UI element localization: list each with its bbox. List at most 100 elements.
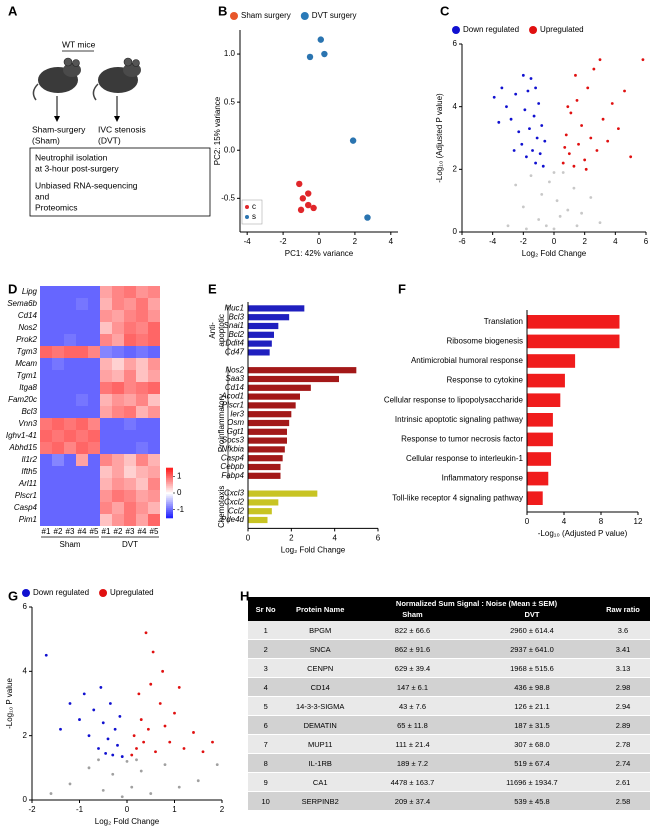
bar-label: Translation	[484, 317, 523, 326]
data-point	[580, 124, 583, 127]
y-axis-label: -Log₁₀ P value	[5, 678, 14, 729]
heat-cell	[124, 442, 136, 454]
colorbar-step	[166, 503, 173, 507]
colorbar-step	[166, 515, 173, 519]
heat-cell	[88, 442, 100, 454]
heat-cell	[64, 298, 76, 310]
heat-cell	[40, 514, 52, 526]
data-point	[101, 788, 105, 792]
mouse-tail	[92, 83, 99, 101]
legend-marker	[245, 215, 249, 219]
heat-cell	[124, 430, 136, 442]
data-point	[572, 164, 576, 168]
heat-cell	[148, 430, 160, 442]
data-point	[517, 130, 521, 134]
heat-cell	[76, 370, 88, 382]
heat-cell	[76, 298, 88, 310]
data-point	[555, 199, 559, 203]
heat-cell	[76, 310, 88, 322]
y-tick-label: 1.0	[224, 49, 236, 58]
colorbar-step	[166, 473, 173, 477]
bar	[248, 322, 279, 330]
data-point	[512, 149, 516, 152]
heat-cell	[52, 514, 64, 526]
data-point	[144, 631, 148, 635]
heat-cell	[112, 466, 124, 478]
data-point	[538, 152, 542, 156]
data-point	[540, 193, 544, 196]
heat-cell	[112, 406, 124, 418]
heat-cell	[136, 286, 148, 298]
x-tick-label: 2	[220, 805, 225, 814]
table-cell: 1	[248, 621, 284, 640]
colorbar-step	[166, 499, 173, 503]
y-tick-label: 0	[23, 795, 28, 804]
data-point	[59, 727, 62, 731]
data-point	[598, 58, 602, 62]
data-point	[135, 758, 138, 762]
data-point	[574, 73, 577, 77]
legend-marker	[452, 26, 460, 34]
table-cell: 3.41	[596, 639, 650, 659]
data-point	[575, 99, 579, 102]
row-label: Fam20c	[8, 395, 37, 404]
heat-cell	[64, 346, 76, 358]
heat-cell	[52, 454, 64, 466]
bar	[527, 393, 561, 407]
bar-label: Casp4	[221, 453, 245, 462]
x-tick-label: 4	[332, 534, 337, 543]
bar-label: Nfkbia	[221, 445, 244, 454]
data-point	[149, 682, 153, 686]
x-tick-label: 2	[289, 534, 294, 543]
table-cell: 10	[248, 791, 284, 811]
heat-cell	[88, 454, 100, 466]
group-label: IVC stenosis	[98, 124, 146, 134]
table-cell: 3.6	[596, 621, 650, 640]
heat-cell	[64, 322, 76, 334]
heat-cell	[88, 418, 100, 430]
heat-cell	[112, 310, 124, 322]
heat-cell	[100, 310, 112, 322]
data-point	[595, 149, 599, 152]
table-cell: CD14	[283, 677, 358, 697]
bar-label: Cd47	[225, 348, 245, 357]
table-cell: 14-3-3-SIGMA	[283, 696, 358, 716]
group-label: Chemotaxis	[217, 486, 226, 528]
table-cell: 209 ± 37.4	[357, 791, 468, 811]
heat-cell	[88, 358, 100, 370]
data-point	[310, 204, 317, 212]
x-tick-label: 0	[525, 517, 530, 526]
data-point	[132, 734, 136, 738]
table-cell: 2	[248, 639, 284, 659]
box-text: Proteomics	[35, 202, 78, 212]
bar	[527, 452, 552, 466]
data-point	[163, 763, 167, 767]
heat-cell	[136, 514, 148, 526]
table-cell: 862 ± 91.6	[357, 639, 468, 659]
heat-cell	[88, 406, 100, 418]
heat-cell	[64, 358, 76, 370]
colorbar-step	[166, 505, 173, 509]
diagram-title: WT mice	[62, 39, 96, 49]
heat-cell	[40, 394, 52, 406]
heat-cell	[112, 418, 124, 430]
heat-cell	[100, 394, 112, 406]
column-label: #2	[114, 527, 123, 536]
column-label: #3	[66, 527, 75, 536]
data-point	[321, 50, 328, 58]
group-label: (DVT)	[98, 135, 121, 145]
table-cell: 111 ± 21.4	[357, 734, 468, 754]
header-cell: Protein Name	[283, 597, 358, 621]
heat-cell	[52, 370, 64, 382]
heat-cell	[64, 406, 76, 418]
data-point	[598, 221, 602, 225]
data-point	[584, 167, 588, 171]
data-point	[521, 205, 525, 209]
heat-cell	[64, 430, 76, 442]
heat-cell	[64, 478, 76, 490]
legend-marker	[230, 12, 238, 20]
heat-cell	[76, 346, 88, 358]
heat-cell	[112, 454, 124, 466]
data-point	[296, 180, 303, 188]
data-point	[44, 653, 48, 657]
